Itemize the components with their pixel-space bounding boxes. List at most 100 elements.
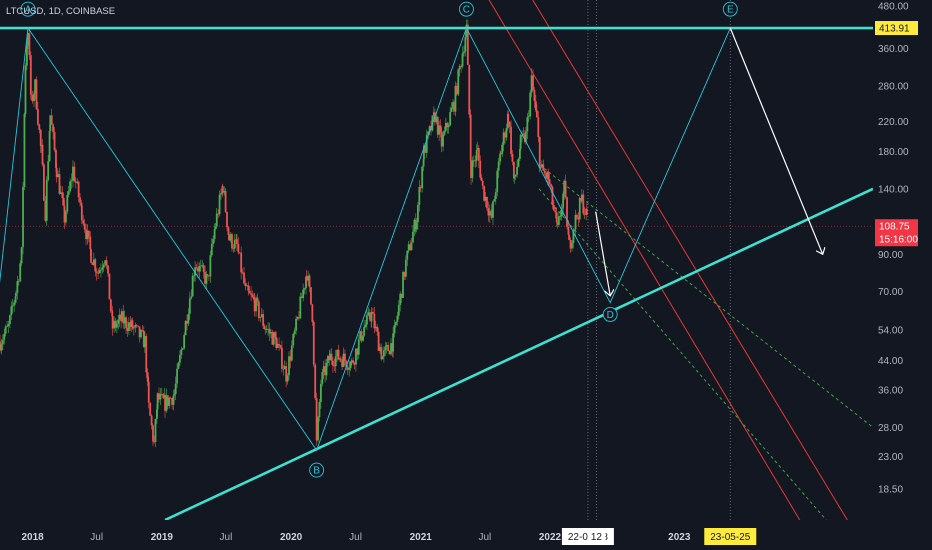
wave-label-circle-E bbox=[722, 1, 738, 17]
candle-body bbox=[545, 173, 548, 179]
candle-body bbox=[77, 181, 80, 198]
candle-body bbox=[425, 134, 428, 153]
candle-body bbox=[557, 216, 560, 225]
candle-body bbox=[214, 226, 217, 230]
candle-body bbox=[165, 395, 168, 411]
candle-body bbox=[470, 160, 472, 178]
candle-body bbox=[255, 297, 257, 312]
candle-body bbox=[215, 213, 218, 227]
candle-body bbox=[499, 153, 502, 155]
projection-arrow-0 bbox=[595, 211, 611, 296]
candle-body bbox=[446, 122, 449, 128]
candle-body bbox=[126, 327, 129, 331]
x-tick-label: 2022 bbox=[539, 532, 562, 543]
candle-body bbox=[481, 180, 484, 186]
candle-body bbox=[569, 239, 572, 249]
candle-body bbox=[285, 366, 288, 382]
candle-body bbox=[233, 239, 236, 249]
candle-body bbox=[563, 180, 566, 194]
candle-body bbox=[513, 176, 516, 179]
candle-body bbox=[160, 393, 163, 395]
candle-body bbox=[91, 262, 94, 265]
candle-body bbox=[471, 160, 474, 178]
candle-body bbox=[22, 187, 24, 248]
candle-body bbox=[0, 344, 3, 351]
candle-body bbox=[85, 229, 87, 240]
y-tick-label: 360.00 bbox=[878, 44, 909, 55]
candle-body bbox=[158, 393, 160, 400]
candle-body bbox=[409, 244, 412, 251]
candle-body bbox=[477, 147, 480, 161]
candle-body bbox=[70, 180, 73, 182]
candle-body bbox=[33, 93, 35, 102]
candle-body bbox=[321, 372, 324, 384]
candle-body bbox=[176, 368, 178, 384]
candle-body bbox=[492, 201, 494, 218]
candle-body bbox=[505, 128, 508, 138]
candle-body bbox=[344, 353, 346, 361]
candle-body bbox=[181, 348, 184, 350]
candle-body bbox=[36, 109, 39, 125]
candle-body bbox=[238, 252, 241, 254]
candle-body bbox=[202, 265, 205, 272]
candle-body bbox=[147, 381, 150, 403]
candle-body bbox=[329, 353, 331, 361]
candle-body bbox=[395, 321, 397, 326]
candle-body bbox=[585, 208, 588, 216]
candle-body bbox=[305, 276, 308, 281]
candle-body bbox=[49, 115, 52, 132]
candle-body bbox=[439, 125, 442, 132]
candle-body bbox=[35, 79, 38, 110]
candle-body bbox=[279, 345, 282, 348]
candle-body bbox=[330, 353, 333, 361]
candle-body bbox=[10, 306, 13, 316]
candle-body bbox=[82, 220, 85, 224]
candle-body bbox=[412, 231, 414, 243]
candle-body bbox=[289, 356, 292, 361]
candle-body bbox=[333, 365, 336, 367]
candle-body bbox=[580, 194, 583, 201]
wave-label-B: B bbox=[313, 466, 320, 477]
candle-body bbox=[61, 192, 64, 198]
candle-body bbox=[305, 276, 307, 289]
candle-body bbox=[108, 273, 111, 300]
candle-body bbox=[380, 347, 383, 360]
candle-body bbox=[14, 296, 17, 303]
candle-body bbox=[140, 330, 142, 338]
x-tick-label: Jul bbox=[220, 532, 233, 543]
candle-body bbox=[307, 275, 310, 281]
candle-body bbox=[253, 299, 256, 312]
y-tick-label: 90.00 bbox=[878, 250, 903, 261]
candle-body bbox=[217, 213, 220, 215]
candle-body bbox=[168, 397, 171, 406]
candle-body bbox=[251, 294, 254, 297]
candle-body bbox=[526, 117, 529, 132]
candle-body bbox=[417, 204, 419, 223]
candle-body bbox=[293, 330, 296, 335]
candle-body bbox=[73, 166, 76, 182]
candle-body bbox=[105, 260, 108, 266]
candle-body bbox=[512, 161, 515, 179]
candle-body bbox=[86, 230, 89, 240]
candle-body bbox=[488, 211, 491, 216]
candle-body bbox=[100, 269, 102, 271]
candle-body bbox=[60, 192, 62, 194]
candle-body bbox=[543, 170, 546, 174]
channel-red-line-1 bbox=[532, 0, 848, 520]
candle-body bbox=[223, 190, 226, 193]
candle-body bbox=[538, 137, 541, 169]
current-price-tag: 108.75 bbox=[879, 222, 910, 233]
candle-body bbox=[566, 197, 568, 227]
candle-body bbox=[403, 271, 406, 277]
candle-body bbox=[493, 199, 496, 202]
candle-body bbox=[187, 313, 190, 324]
candle-body bbox=[368, 312, 371, 320]
candle-body bbox=[372, 311, 374, 314]
y-tick-label: 44.00 bbox=[878, 356, 903, 367]
candle-body bbox=[466, 24, 469, 65]
candle-body bbox=[464, 37, 467, 52]
candle-body bbox=[115, 323, 118, 328]
candle-body bbox=[341, 359, 344, 367]
